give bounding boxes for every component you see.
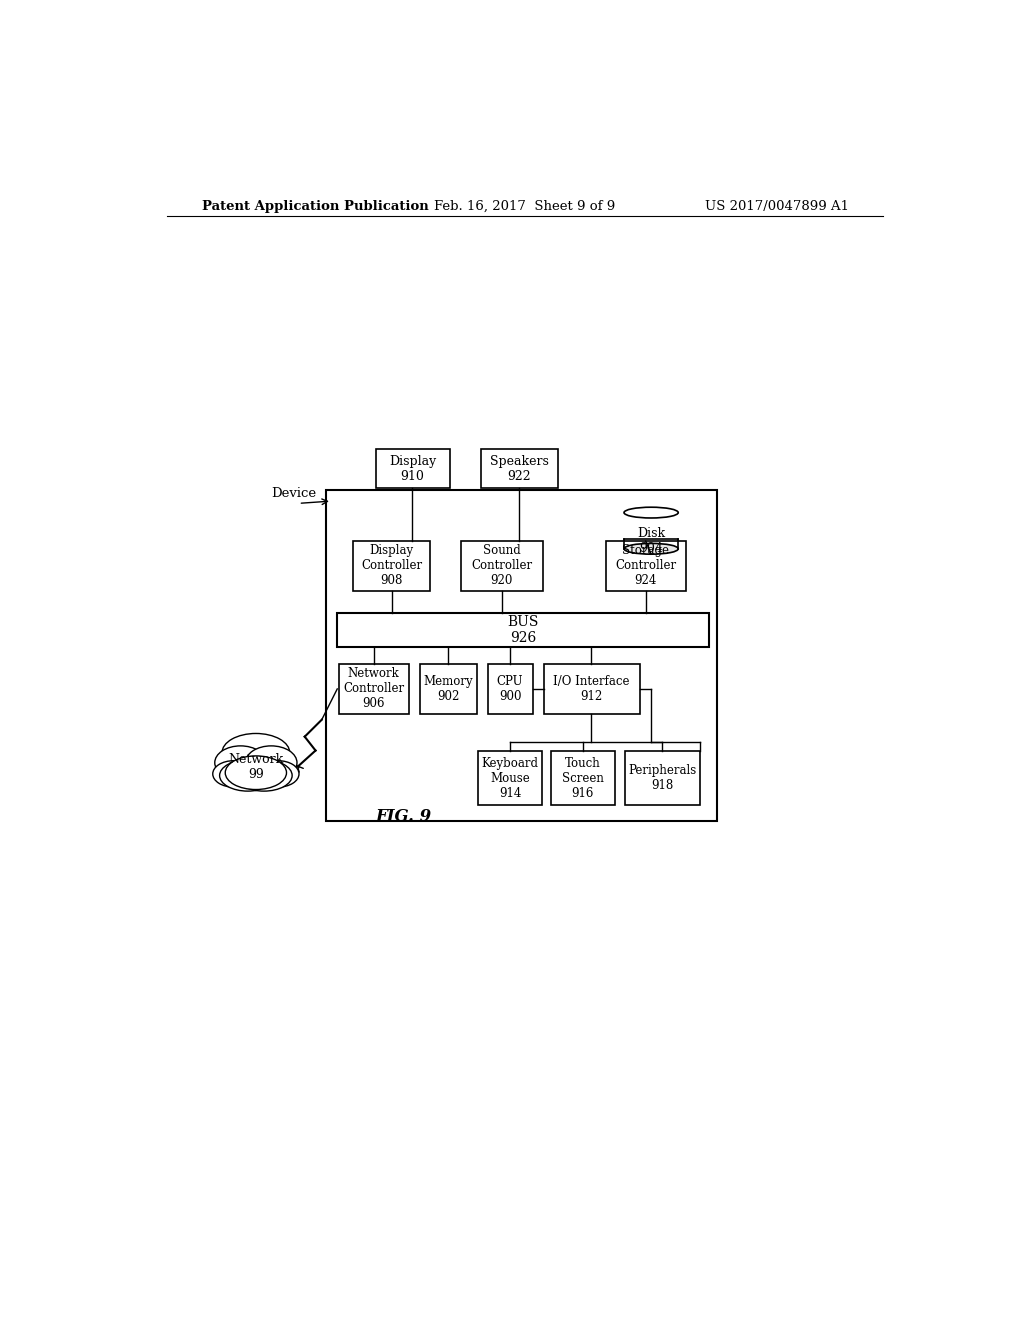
Bar	[339, 664, 409, 714]
Bar	[478, 751, 542, 805]
Text: Peripherals
918: Peripherals 918	[628, 764, 696, 792]
Text: FIG. 9: FIG. 9	[375, 808, 431, 825]
Text: Device: Device	[271, 487, 316, 500]
Text: Feb. 16, 2017  Sheet 9 of 9: Feb. 16, 2017 Sheet 9 of 9	[434, 199, 615, 213]
Bar	[326, 490, 717, 821]
Text: Display
Controller
908: Display Controller 908	[360, 544, 422, 587]
Text: Network
Controller
906: Network Controller 906	[343, 668, 404, 710]
Text: Network
99: Network 99	[228, 752, 284, 780]
Bar	[625, 751, 700, 805]
Text: Touch
Screen
916: Touch Screen 916	[562, 756, 604, 800]
Ellipse shape	[219, 760, 276, 791]
Bar	[606, 541, 686, 591]
Text: CPU
900: CPU 900	[497, 675, 523, 704]
Bar	[487, 664, 532, 714]
Ellipse shape	[213, 760, 255, 787]
Bar	[544, 664, 640, 714]
Text: Sound
Controller
920: Sound Controller 920	[471, 544, 532, 587]
Text: Memory
902: Memory 902	[423, 675, 473, 704]
Text: US 2017/0047899 A1: US 2017/0047899 A1	[705, 199, 849, 213]
Text: I/O Interface
912: I/O Interface 912	[553, 675, 630, 704]
Ellipse shape	[215, 746, 266, 780]
Text: Speakers
922: Speakers 922	[489, 454, 549, 483]
Ellipse shape	[222, 734, 290, 772]
Bar	[461, 541, 543, 591]
Ellipse shape	[246, 746, 297, 780]
Ellipse shape	[257, 760, 299, 787]
Bar	[352, 541, 430, 591]
Text: Keyboard
Mouse
914: Keyboard Mouse 914	[481, 756, 539, 800]
Ellipse shape	[624, 544, 678, 554]
Bar	[624, 539, 678, 554]
Text: Patent Application Publication: Patent Application Publication	[202, 199, 428, 213]
Bar	[480, 449, 558, 488]
Text: BUS
926: BUS 926	[508, 615, 539, 644]
Ellipse shape	[225, 756, 287, 789]
Text: Storage
Controller
924: Storage Controller 924	[615, 544, 676, 587]
Text: Disk
904: Disk 904	[637, 527, 666, 556]
Ellipse shape	[236, 760, 292, 791]
Text: Display
910: Display 910	[389, 454, 436, 483]
Bar	[337, 612, 710, 647]
Bar	[420, 664, 477, 714]
Bar	[551, 751, 614, 805]
Ellipse shape	[624, 507, 678, 517]
Bar	[376, 449, 450, 488]
